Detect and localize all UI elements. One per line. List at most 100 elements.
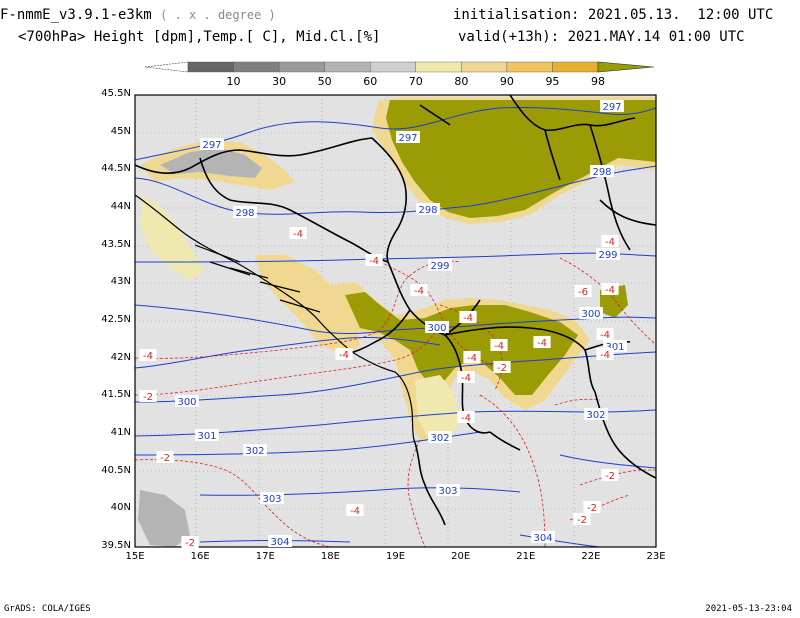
- latitude-label: 39.5N: [101, 540, 131, 551]
- colorbar-label: 70: [408, 75, 423, 88]
- height-contour-label: 304: [533, 533, 552, 544]
- temperature-contour-label-box: [490, 339, 508, 351]
- temperature-contour-label-box: [601, 235, 619, 247]
- temperature-contour-label-box: [156, 451, 174, 463]
- latitude-label: 45.5N: [101, 88, 131, 99]
- height-contour-label-box: [531, 531, 555, 543]
- height-contour-label-box: [436, 484, 460, 496]
- height-contour-label: 302: [245, 446, 264, 457]
- temperature-contour-label-box: [335, 348, 353, 360]
- temperature-contour-label-box: [365, 254, 383, 266]
- temperature-contour-label: -2: [143, 392, 153, 403]
- height-contour-label: 303: [262, 494, 281, 505]
- coastlines: [135, 194, 415, 441]
- height-contour-label: 301: [197, 431, 216, 442]
- height-contour-label-box: [596, 248, 620, 260]
- temperature-contour-label: -6: [578, 287, 588, 298]
- height-contour-label: 297: [202, 140, 221, 151]
- temperature-contour-label-box: [289, 227, 307, 239]
- temperature-contour-label: -4: [143, 351, 153, 362]
- latitude-label: 45N: [110, 125, 131, 137]
- footer-credit: GrADS: COLA/IGES: [4, 604, 91, 614]
- longitude-label: 15E: [125, 551, 145, 562]
- height-contour-label: 297: [398, 133, 417, 144]
- temperature-contour-label: -4: [605, 237, 615, 248]
- height-contour-label-box: [260, 492, 284, 504]
- temperature-contour-label: -2: [605, 471, 615, 482]
- lat-lon-grid: [135, 95, 656, 547]
- temperature-contour-label: -2: [497, 363, 507, 374]
- colorbar-label: 60: [363, 75, 378, 88]
- temperature-contour-label-box: [493, 361, 511, 373]
- temperature-contour-label: -4: [461, 373, 471, 384]
- height-contour-label: 298: [235, 208, 254, 219]
- temperature-contour-label: -4: [537, 338, 547, 349]
- height-contour-label-box: [175, 395, 199, 407]
- height-contour-label: 298: [418, 205, 437, 216]
- temperature-contour-label: -2: [577, 515, 587, 526]
- height-contour-label-box: [425, 321, 449, 333]
- temperature-contour-label: -2: [185, 538, 195, 549]
- height-contour-label-box: [200, 138, 224, 150]
- model-name: F-nmmE_v3.9.1-e3km: [0, 7, 152, 23]
- longitude-label: 23E: [646, 551, 666, 562]
- temperature-contour-label: -4: [600, 330, 610, 341]
- temperature-contour-label: -4: [369, 256, 379, 267]
- longitude-label: 21E: [516, 551, 536, 562]
- temperature-contour-label: -4: [600, 350, 610, 361]
- temperature-contour-label: -4: [293, 229, 303, 240]
- colorbar-label: 95: [545, 75, 560, 88]
- temperature-contour-label: -4: [467, 353, 477, 364]
- latitude-label: 41N: [110, 427, 131, 438]
- height-contour-label-box: [396, 131, 420, 143]
- latitude-label: 42N: [110, 351, 131, 363]
- colorbar-label: 90: [499, 75, 514, 88]
- cloud-colorbar: [144, 61, 655, 73]
- temperature-contour-label-box: [181, 536, 199, 548]
- longitude-label: 22E: [581, 551, 601, 562]
- colorbar-label: 98: [591, 75, 605, 88]
- height-contour-labels: 297 297 297 298 298 298 299 299 300 300 300 301 301 3…: [175, 100, 627, 548]
- height-contour-label: 302: [586, 410, 605, 421]
- height-contour-label: 299: [430, 261, 449, 272]
- height-contour-label-box: [428, 259, 452, 271]
- initialisation-time: initialisation: 2021.05.13. 12:00 UTC: [453, 7, 774, 23]
- latitude-label: 43N: [110, 276, 131, 288]
- cloud-cover-fields: [138, 97, 656, 547]
- temperature-contour-label: -4: [605, 285, 615, 296]
- valid-time: valid(+13h): 2021.MAY.14 01:00 UTC: [458, 29, 745, 45]
- temperature-contour-label: -2: [160, 453, 170, 464]
- temperature-contour-label-box: [583, 501, 601, 513]
- temperature-contour-label: -4: [463, 313, 473, 324]
- height-contour-label-box: [243, 444, 267, 456]
- colorbar-end-triangle: [597, 61, 655, 73]
- latitude-label: 41.5N: [101, 389, 131, 401]
- temperature-contour-label: -4: [350, 506, 360, 517]
- height-contour-label-box: [233, 206, 257, 218]
- height-contour-label-box: [268, 535, 292, 547]
- temperature-contour-label-box: [533, 336, 551, 348]
- height-contour-label: 298: [592, 167, 611, 178]
- temperature-contour-label: -4: [414, 286, 424, 297]
- height-contour-label: 304: [270, 537, 289, 548]
- grid-unit: ( . x . degree ): [160, 8, 276, 22]
- latitude-label: 42.5N: [101, 314, 131, 325]
- height-contour-label: 300: [581, 309, 600, 320]
- height-contour-label: 299: [598, 250, 617, 261]
- latitude-label: 43.5N: [101, 238, 131, 250]
- map-frame: [134, 94, 657, 548]
- temperature-contour-label-box: [574, 285, 592, 297]
- temperature-contour-label: -2: [587, 503, 597, 514]
- latitude-label: 44N: [110, 201, 131, 212]
- colorbar-label: 80: [454, 75, 469, 88]
- temperature-contour-label-box: [139, 349, 157, 361]
- height-contour-label-box: [584, 408, 608, 420]
- temperature-contour-label-box: [457, 371, 475, 383]
- height-contour-label: 303: [438, 486, 457, 497]
- temperature-contour-label-box: [596, 328, 614, 340]
- temperature-contour-label-box: [139, 390, 157, 402]
- temperature-contour-label-box: [601, 283, 619, 295]
- colorbar-label: 50: [317, 75, 332, 88]
- longitude-label: 20E: [451, 551, 471, 562]
- height-contours: [135, 106, 656, 547]
